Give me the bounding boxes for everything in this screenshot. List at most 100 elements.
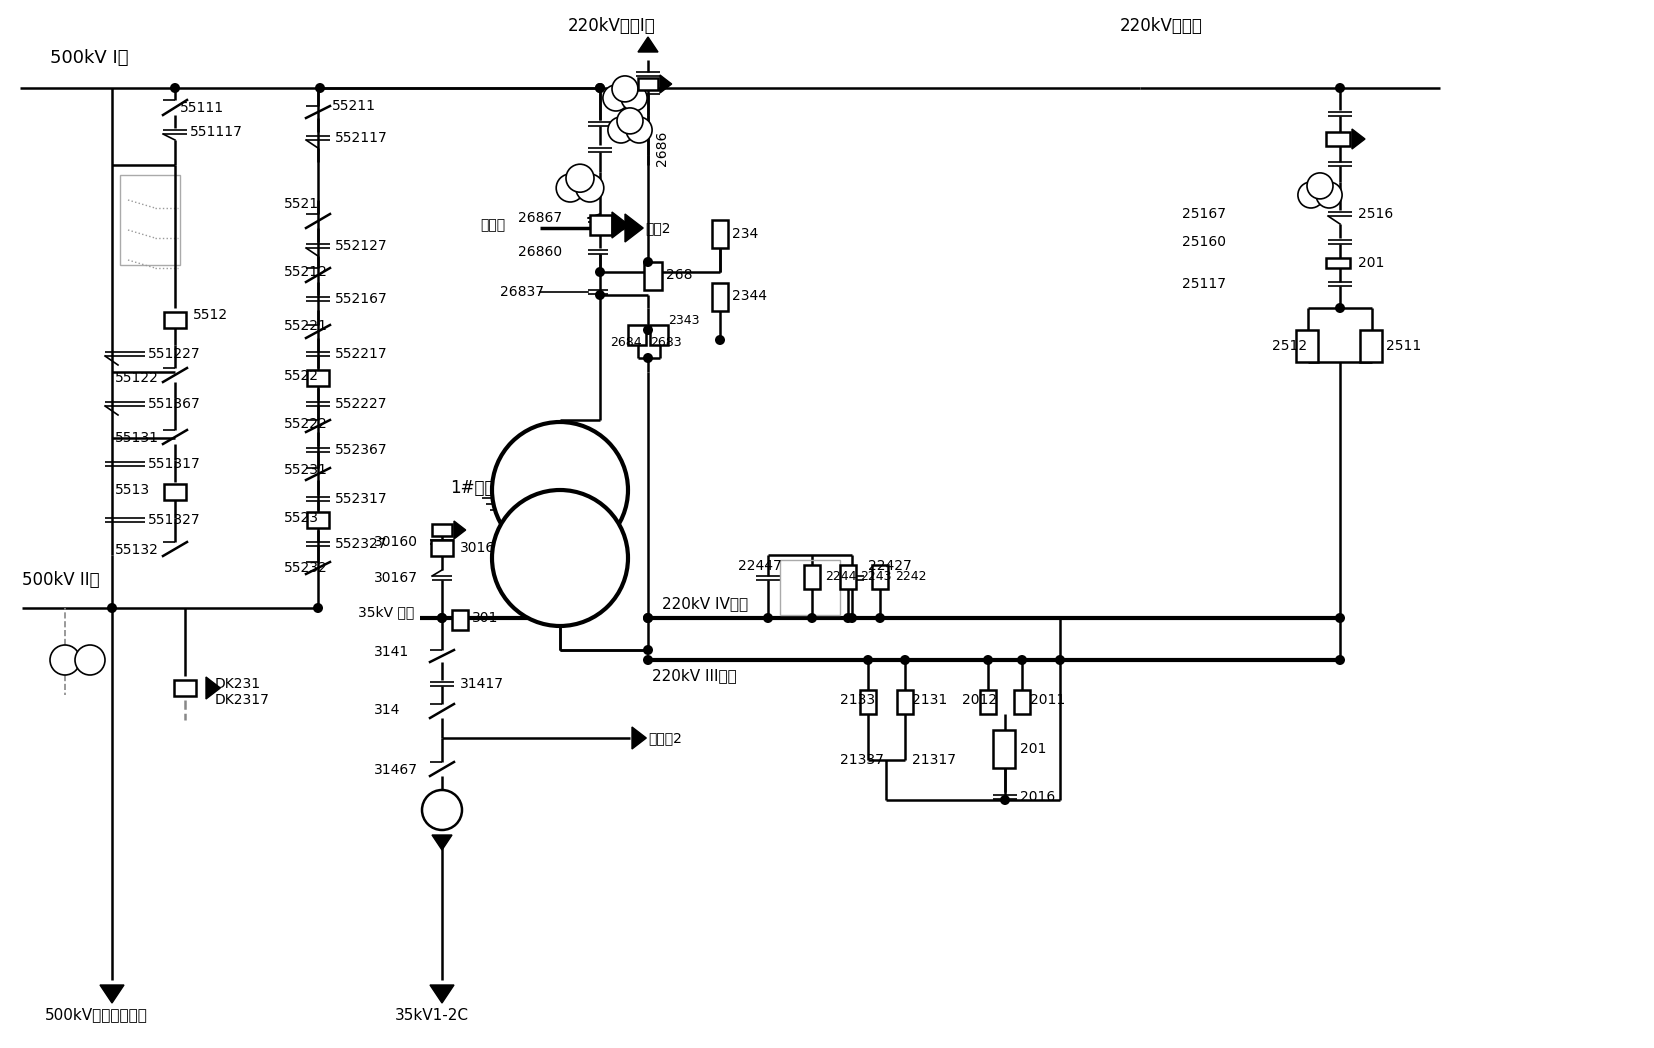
Bar — [643, 262, 662, 290]
Circle shape — [643, 655, 653, 665]
Text: 35kV1-2C: 35kV1-2C — [395, 1007, 470, 1023]
Circle shape — [1017, 655, 1027, 665]
Text: 2011: 2011 — [1030, 693, 1065, 707]
Text: 55231: 55231 — [284, 463, 327, 477]
Text: 2343: 2343 — [668, 313, 700, 327]
Text: 35kV 母线: 35kV 母线 — [357, 605, 414, 619]
Text: 220kV惠西线: 220kV惠西线 — [1120, 17, 1202, 35]
Text: 26860: 26860 — [518, 245, 562, 259]
Text: 220kV III母线: 220kV III母线 — [652, 669, 736, 683]
Text: 3141: 3141 — [374, 645, 409, 659]
Bar — [174, 680, 197, 696]
Circle shape — [1335, 303, 1345, 313]
Text: 2344: 2344 — [733, 289, 767, 303]
Text: 55221: 55221 — [284, 319, 327, 333]
Text: DK231: DK231 — [215, 677, 261, 691]
Text: 552117: 552117 — [336, 131, 387, 145]
Circle shape — [612, 75, 638, 102]
Bar — [452, 610, 468, 630]
Bar — [629, 325, 647, 345]
Polygon shape — [638, 37, 658, 52]
Bar — [1297, 330, 1318, 362]
Circle shape — [50, 645, 79, 675]
Text: 25167: 25167 — [1183, 208, 1226, 221]
Text: 551227: 551227 — [147, 347, 200, 361]
Circle shape — [576, 174, 604, 202]
Bar — [590, 215, 612, 235]
Circle shape — [1335, 83, 1345, 93]
Text: 2684: 2684 — [610, 335, 642, 349]
Polygon shape — [453, 521, 466, 539]
Circle shape — [491, 490, 629, 626]
Text: 500kV惠历墨江乙线: 500kV惠历墨江乙线 — [45, 1007, 147, 1023]
Polygon shape — [207, 677, 220, 699]
Text: 5521: 5521 — [284, 197, 319, 211]
Text: 2131: 2131 — [911, 693, 948, 707]
Text: 5512: 5512 — [194, 308, 228, 322]
Text: 268: 268 — [667, 268, 693, 282]
Bar — [981, 690, 996, 714]
Polygon shape — [430, 985, 453, 1003]
Circle shape — [807, 613, 817, 623]
Text: 55111: 55111 — [180, 101, 225, 115]
Text: DK2317: DK2317 — [215, 693, 270, 707]
Text: 552367: 552367 — [336, 443, 387, 457]
Text: 551367: 551367 — [147, 397, 200, 411]
Text: 301: 301 — [471, 611, 498, 625]
Bar — [432, 524, 452, 536]
Text: 552217: 552217 — [336, 347, 387, 361]
Circle shape — [1335, 655, 1345, 665]
Circle shape — [1001, 795, 1011, 805]
Circle shape — [900, 655, 910, 665]
Text: 2511: 2511 — [1386, 339, 1421, 353]
Text: 2016: 2016 — [1021, 790, 1055, 804]
Text: 2686: 2686 — [655, 130, 668, 166]
Text: 2242: 2242 — [895, 570, 926, 584]
Circle shape — [314, 83, 324, 93]
Text: 26867: 26867 — [518, 211, 562, 225]
Circle shape — [643, 325, 653, 335]
Text: 调压器: 调压器 — [480, 218, 504, 232]
Text: 30167: 30167 — [374, 571, 418, 585]
Circle shape — [715, 335, 724, 345]
Text: 短路点2: 短路点2 — [648, 732, 681, 745]
Bar — [164, 484, 185, 500]
Text: 5522: 5522 — [284, 369, 319, 383]
Circle shape — [847, 613, 857, 623]
Text: 552227: 552227 — [336, 397, 387, 411]
Circle shape — [170, 83, 180, 93]
Text: 2683: 2683 — [650, 335, 681, 349]
Circle shape — [982, 655, 992, 665]
Bar — [1327, 132, 1350, 146]
Circle shape — [643, 257, 653, 267]
Text: 55122: 55122 — [116, 371, 159, 385]
Text: 2516: 2516 — [1358, 208, 1393, 221]
Bar — [711, 220, 728, 248]
Circle shape — [595, 290, 605, 300]
Circle shape — [627, 117, 652, 143]
Text: 552327: 552327 — [336, 537, 387, 551]
Circle shape — [863, 655, 873, 665]
Text: 2244: 2244 — [825, 570, 857, 584]
Text: 552317: 552317 — [336, 492, 387, 506]
Text: 500kV I母: 500kV I母 — [50, 49, 129, 67]
Text: 551327: 551327 — [147, 514, 200, 527]
Text: 220kV惠临I回: 220kV惠临I回 — [567, 17, 655, 35]
Circle shape — [437, 613, 447, 623]
Polygon shape — [660, 75, 672, 93]
Text: 234: 234 — [733, 227, 758, 241]
Circle shape — [643, 645, 653, 655]
Polygon shape — [625, 214, 643, 242]
Circle shape — [1317, 182, 1341, 208]
Text: 2012: 2012 — [963, 693, 997, 707]
Circle shape — [617, 108, 643, 134]
Text: 55222: 55222 — [284, 417, 327, 431]
Polygon shape — [432, 835, 452, 850]
Bar — [308, 512, 329, 528]
Text: 201: 201 — [1358, 256, 1384, 270]
Bar — [872, 565, 888, 589]
Circle shape — [556, 174, 584, 202]
Circle shape — [108, 603, 117, 613]
Bar — [804, 565, 820, 589]
Bar — [164, 312, 185, 328]
